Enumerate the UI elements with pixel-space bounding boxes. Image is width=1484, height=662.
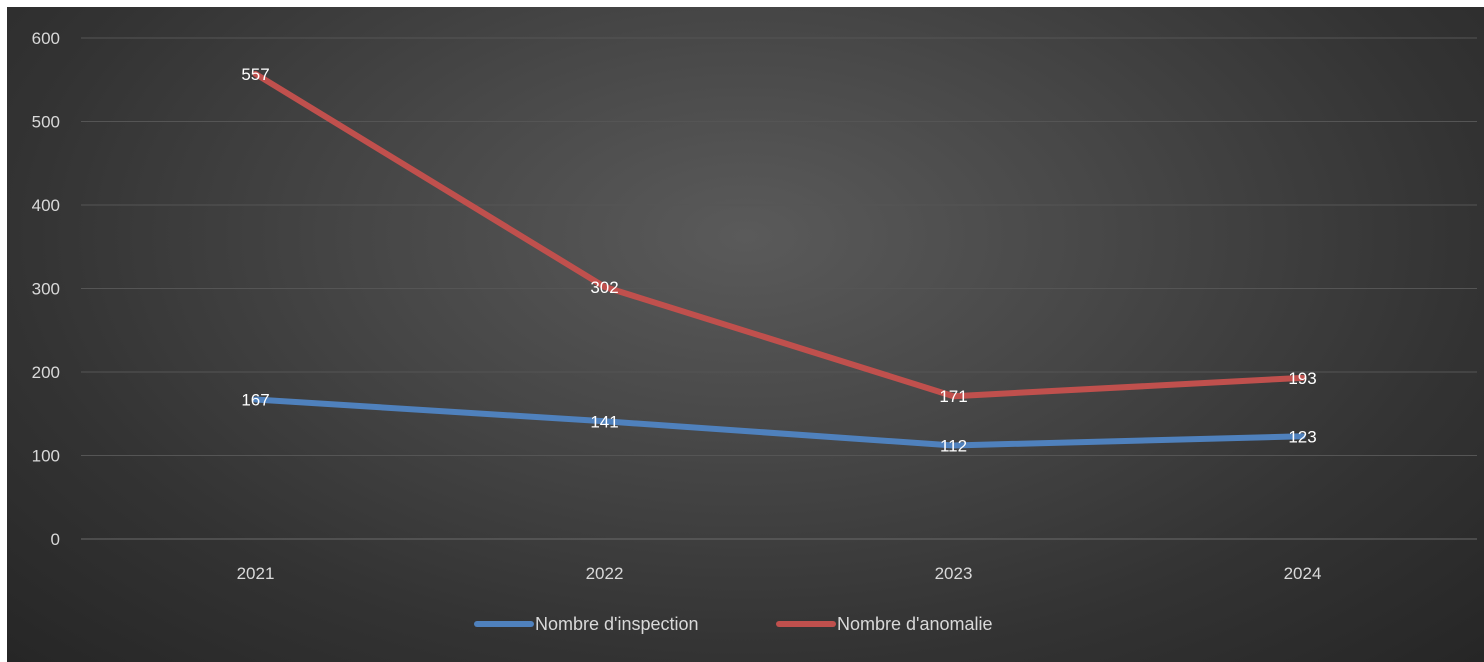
x-axis-ticks: 2021 2022 2023 2024 [237, 564, 1322, 583]
y-tick-label: 200 [32, 363, 60, 382]
x-tick-label: 2024 [1284, 564, 1322, 583]
y-tick-label: 400 [32, 196, 60, 215]
data-label: 112 [940, 436, 967, 455]
y-tick-label: 500 [32, 113, 60, 132]
y-tick-label: 100 [32, 447, 60, 466]
legend: Nombre d'inspection Nombre d'anomalie [474, 614, 993, 634]
series-line-1 [252, 70, 1306, 400]
x-tick-label: 2022 [586, 564, 624, 583]
legend-label: Nombre d'anomalie [837, 614, 993, 634]
data-label: 302 [590, 278, 618, 297]
data-label: 557 [241, 65, 269, 84]
chart-area: 0 100 200 300 400 500 600 2021 2022 2023 2024 167… [7, 7, 1484, 662]
data-label: 141 [590, 412, 618, 431]
line-chart: 0 100 200 300 400 500 600 2021 2022 2023 2024 167… [32, 29, 1477, 634]
y-tick-label: 0 [51, 530, 60, 549]
data-label: 171 [939, 387, 967, 406]
series-lines [252, 70, 1306, 449]
y-tick-label: 300 [32, 280, 60, 299]
y-axis-ticks: 0 100 200 300 400 500 600 [32, 29, 60, 549]
x-tick-label: 2021 [237, 564, 275, 583]
data-label: 193 [1288, 369, 1316, 388]
gridlines [81, 37, 1477, 540]
x-tick-label: 2023 [935, 564, 973, 583]
data-label: 123 [1288, 427, 1316, 446]
y-tick-label: 600 [32, 29, 60, 48]
data-label: 167 [241, 391, 269, 410]
legend-label: Nombre d'inspection [535, 614, 699, 634]
data-labels: 167 141 112 123 557 302 171 193 [241, 65, 1316, 456]
series-line-0 [252, 396, 1306, 449]
